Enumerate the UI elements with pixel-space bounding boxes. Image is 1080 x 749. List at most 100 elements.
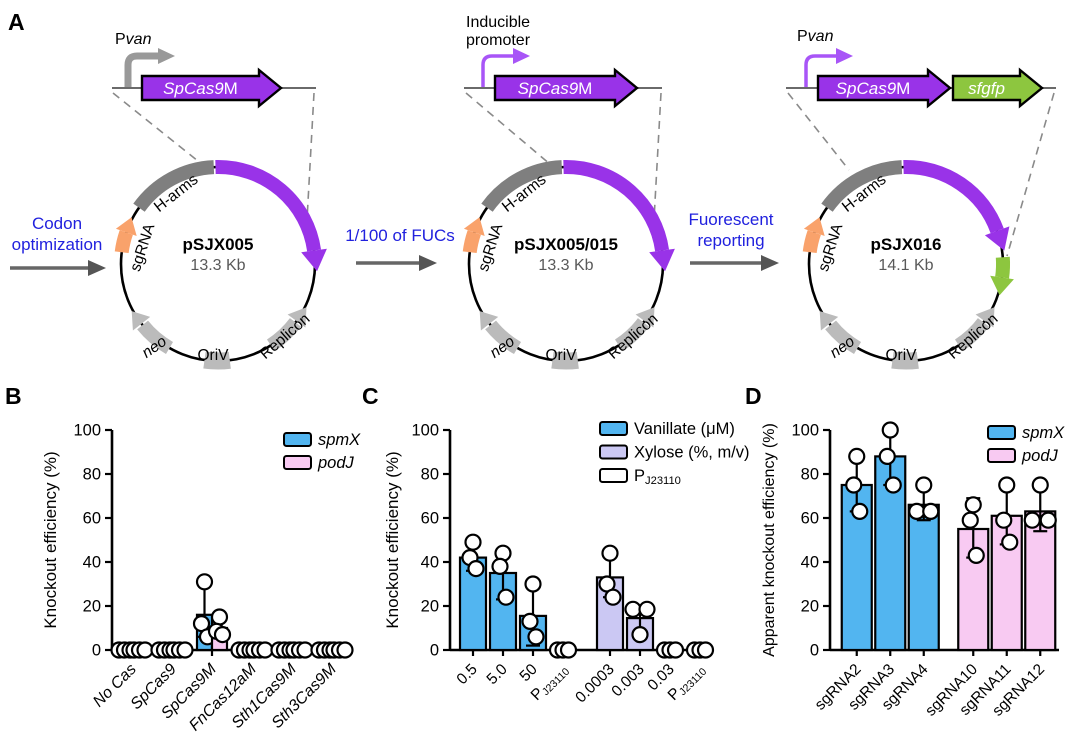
panel-d-bar-chart: 0 20 40 60 80 100 Apparent knockout efficiency… [761, 421, 1065, 720]
promoter-arrowhead [513, 48, 530, 64]
x-tick-label: 50 [517, 661, 541, 685]
y-tick-label: 80 [421, 466, 439, 484]
transition-0: Codon optimization [10, 214, 106, 276]
transition-label: optimization [12, 235, 103, 254]
gene-arrow [816, 67, 952, 109]
dashed-connector [1006, 92, 1055, 257]
promoter-label: Inducible [466, 14, 530, 31]
promoter-arrow [804, 54, 838, 87]
data-point [336, 641, 354, 659]
data-point [601, 544, 619, 562]
plasmid-size: 13.3 Kb [190, 257, 245, 274]
sgrna-segment-arrowhead [463, 217, 485, 236]
data-point [961, 511, 979, 529]
panel-label-b: B [5, 383, 22, 409]
transition-label: 1/100 of FUCs [345, 226, 455, 245]
oriv-segment [891, 351, 919, 370]
plasmid-name: pSJX016 [871, 235, 942, 254]
bar [907, 503, 940, 652]
data-point [845, 476, 863, 494]
y-tick-label: 40 [83, 554, 101, 572]
gene-label: SpCas9M [836, 79, 911, 98]
plasmid-name: pSJX005 [183, 235, 254, 254]
replicon-label: Replicon [257, 310, 314, 362]
promoter-arrowhead [158, 48, 175, 64]
dashed-connector [465, 92, 552, 166]
promoter-arrow [481, 54, 515, 87]
oriv-segment [203, 351, 231, 370]
x-tick-label: 0.003 [608, 661, 647, 700]
cas9-segment [563, 159, 670, 252]
panel-label-a: A [8, 9, 25, 35]
transition-label: reporting [697, 231, 764, 250]
neo-segment-arrowhead [479, 311, 499, 331]
y-tick-label: 40 [801, 554, 819, 572]
legend-swatch [283, 432, 312, 447]
oriv-label: OriV [886, 347, 918, 364]
sgrna-segment [114, 230, 133, 254]
y-tick-label: 0 [92, 642, 101, 660]
sfgfp-segment-arrowhead [990, 275, 1014, 296]
data-point [995, 511, 1013, 529]
promoter-label: promoter [466, 32, 531, 49]
dashed-connector [112, 92, 204, 166]
x-tick-label: 0.0003 [572, 661, 618, 707]
replicon-segment-arrowhead [635, 307, 655, 328]
dashed-connector [305, 92, 315, 239]
neo-label: neo [139, 333, 170, 362]
plasmid-size: 13.3 Kb [538, 257, 593, 274]
y-tick-label: 100 [791, 422, 819, 440]
oriv-label: OriV [546, 347, 578, 364]
sgrna-segment [462, 230, 481, 254]
data-point [631, 625, 649, 644]
dashed-connector [652, 92, 662, 239]
cas9-segment-arrowhead [301, 248, 327, 272]
data-point [922, 502, 940, 520]
y-axis-title: Knockout efficiency (%) [383, 451, 402, 628]
data-point [638, 600, 656, 618]
data-point [521, 612, 539, 631]
transition-arrowhead [88, 260, 106, 276]
data-point [464, 533, 482, 551]
data-point [1039, 511, 1057, 529]
data-point [296, 641, 314, 659]
plasmid-name: pSJX005/015 [514, 235, 618, 254]
data-point [666, 641, 685, 659]
x-tick-label: 0.5 [454, 661, 481, 688]
sgrna-segment [802, 230, 821, 254]
data-point [908, 502, 926, 520]
sfgfp-segment [995, 256, 1011, 279]
cas9-segment-arrowhead [984, 226, 1010, 251]
x-tick-label: 5.0 [484, 661, 512, 689]
data-point [915, 476, 933, 494]
neo-segment-arrowhead [131, 311, 151, 331]
replicon-segment-arrowhead [975, 307, 995, 328]
cas9-segment [215, 159, 322, 252]
promoter-arrow [124, 52, 160, 87]
legend-label: PJ23110 [634, 467, 681, 487]
data-point [210, 608, 229, 626]
promoter-label: Pvan [797, 28, 834, 45]
gene-arrow [140, 67, 283, 109]
data-point [624, 600, 642, 618]
data-point [967, 546, 985, 565]
panel-c-bar-chart: 0 20 40 60 80 100 Knockout efficiency (%) 0.5 5.… [383, 420, 750, 706]
replicon-segment [266, 318, 302, 352]
gene-label: SpCas9M [518, 79, 593, 98]
harms-segment [133, 160, 215, 212]
legend-swatch [599, 421, 628, 436]
dashed-connector [787, 92, 850, 171]
data-point [604, 588, 622, 606]
data-point [848, 447, 866, 465]
panel-label-c: C [362, 383, 379, 409]
legend-label: spmX [1022, 424, 1065, 442]
cas9-segment [903, 159, 1004, 234]
data-point [998, 476, 1016, 494]
transition-arrowhead [761, 255, 779, 271]
